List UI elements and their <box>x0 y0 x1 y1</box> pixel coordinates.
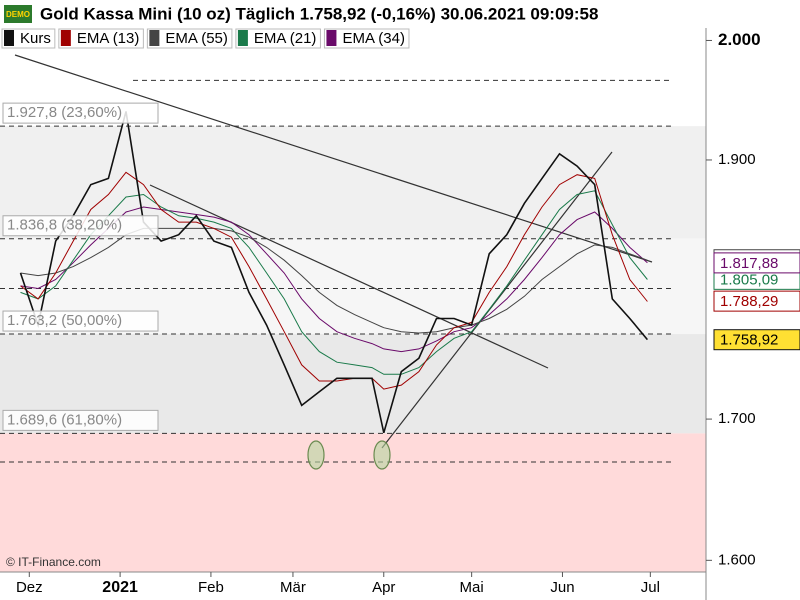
legend: Kurs EMA (13) EMA (55) EMA (21) EMA (34) <box>1 28 410 49</box>
x-tick-label: Mai <box>460 579 484 596</box>
legend-label: EMA (13) <box>77 30 140 47</box>
x-tick-label: 2021 <box>102 579 138 596</box>
x-tick-label: Dez <box>16 579 43 596</box>
legend-box <box>4 30 14 46</box>
fib-label-box <box>2 310 159 332</box>
legend-frame <box>146 28 233 49</box>
last-value-label: 1.788,29 <box>720 293 778 310</box>
legend-frame <box>1 28 56 49</box>
trend-line <box>149 184 549 369</box>
x-tick-label: Jul <box>641 579 660 596</box>
legend-box <box>60 30 71 46</box>
last-value-box <box>713 329 800 351</box>
legend-box <box>149 30 160 46</box>
legend-label: Kurs <box>20 30 51 47</box>
last-value-label: 1.817,88 <box>720 255 778 272</box>
legend-frame <box>235 28 321 49</box>
legend-box <box>237 30 248 46</box>
fib-label: 1.836,8 (38,20%) <box>7 217 122 234</box>
fib-label-box <box>2 215 159 237</box>
legend-frame <box>323 28 410 49</box>
fib-label: 1.763,2 (50,00%) <box>7 312 122 329</box>
fib-band <box>0 433 706 572</box>
last-value-box <box>713 252 800 274</box>
x-tick-label: Mär <box>280 579 306 596</box>
axis-labels: 1.6001.7001.9002.0001.758,921.788,291.82… <box>16 30 800 596</box>
legend-frame <box>58 28 144 49</box>
title-bar <box>0 0 800 28</box>
badge-text: DEMO <box>6 10 30 19</box>
fib-labels: 1.927,8 (23,60%) 1.836,8 (38,20%) 1.763,2 … <box>2 102 159 431</box>
legend-box <box>326 30 337 46</box>
legend-label: EMA (21) <box>254 30 317 47</box>
levels <box>0 79 672 463</box>
legend-label: EMA (55) <box>165 30 228 47</box>
marker-ellipse <box>307 440 325 470</box>
last-value-label: 1.805,09 <box>720 271 778 288</box>
y-tick-label: 1.700 <box>718 410 756 427</box>
fib-label-box <box>2 409 159 431</box>
fib-label: 1.927,8 (23,60%) <box>7 104 122 121</box>
y-tick-label: 2.000 <box>718 30 761 49</box>
copyright: © IT-Finance.com <box>6 555 101 569</box>
fib-label: 1.689,6 (61,80%) <box>7 411 122 428</box>
bands <box>0 126 706 572</box>
last-value-box <box>713 290 800 312</box>
chart-title: Gold Kassa Mini (10 oz) Täglich 1.758,92… <box>40 4 598 23</box>
series-line <box>20 190 648 375</box>
series-line <box>20 171 648 390</box>
marker-ellipse <box>373 440 391 470</box>
badge <box>4 5 32 23</box>
x-tick-label: Jun <box>550 579 574 596</box>
x-tick-label: Feb <box>198 579 224 596</box>
series-line <box>20 206 648 353</box>
last-value-label: 1.758,92 <box>720 332 778 349</box>
trend-line <box>381 151 613 449</box>
trend-line <box>14 54 653 263</box>
trend-lines <box>14 54 653 470</box>
legend-label: EMA (34) <box>342 30 405 47</box>
x-tick-label: Apr <box>372 579 395 596</box>
fib-label-box <box>2 102 159 124</box>
y-tick-label: 1.900 <box>718 151 756 168</box>
y-tick-label: 1.600 <box>718 551 756 568</box>
